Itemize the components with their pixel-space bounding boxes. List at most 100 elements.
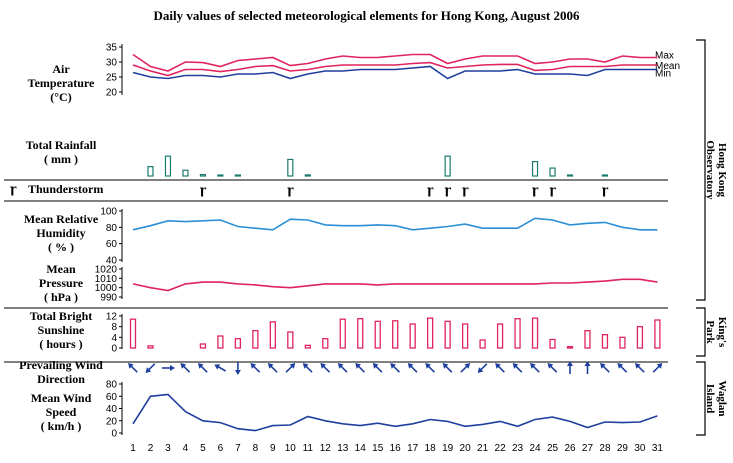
wind-direction-arrow — [250, 363, 261, 373]
rainfall-bar — [234, 174, 241, 177]
sunshine-bar — [339, 318, 346, 349]
wind-arrow-head — [372, 363, 379, 369]
wind-arrow-head — [425, 363, 431, 369]
sunshine-bar — [357, 318, 364, 349]
wind-speed-y-tick-label: 60 — [106, 392, 118, 403]
x-tick-label: 24 — [529, 443, 541, 454]
wind-direction-arrow — [634, 363, 645, 373]
sunshine-bar — [322, 338, 329, 349]
sunshine-bar — [654, 319, 661, 349]
temperature-y-tick-label: 25 — [106, 73, 118, 84]
x-tick-label: 11 — [303, 443, 314, 454]
humidity-line — [132, 217, 658, 231]
sunshine-y-tick-label: 4 — [111, 333, 117, 344]
rainfall-bar — [147, 166, 154, 177]
temperature-mean-legend: Mean — [655, 61, 680, 72]
humidity-label: ( % ) — [48, 240, 74, 254]
x-tick-label: 15 — [372, 443, 384, 454]
kings-park-label: Park — [704, 320, 716, 344]
temperature-min-legend: Min — [655, 69, 671, 80]
x-tick-label: 14 — [355, 443, 367, 454]
sunshine-bar — [619, 336, 626, 349]
sunshine-bar — [217, 335, 224, 349]
wind-direction-arrow — [355, 363, 366, 373]
rainfall-bar — [304, 174, 311, 177]
x-tick-label: 21 — [477, 443, 489, 454]
wind-arrow-head — [170, 365, 175, 371]
wind-arrow-head — [267, 363, 274, 369]
wind-speed-y-tick-label: 40 — [106, 404, 118, 415]
wind-direction-label: Prevailing Wind — [19, 358, 103, 372]
panel-separators — [4, 179, 668, 363]
x-tick-label: 17 — [407, 443, 419, 454]
wind-direction-arrow — [337, 363, 348, 373]
sunshine-bar — [479, 339, 486, 349]
axes: 2025303540608010099010001010102004812020… — [95, 43, 123, 440]
wind-arrow-head — [390, 363, 396, 369]
wind-speed-y-tick-label: 0 — [111, 429, 117, 440]
x-tick-label: 9 — [270, 443, 276, 454]
temperature-label: Temperature — [28, 76, 95, 90]
sunshine-bar — [199, 343, 207, 349]
wind-arrow-head — [302, 363, 309, 369]
pressure-y-tick-label: 1000 — [95, 283, 118, 294]
wind-arrow-head — [128, 363, 134, 369]
sunshine-bar — [549, 338, 556, 349]
pressure-y-tick-label: 1010 — [95, 274, 118, 285]
x-tick-label: 23 — [512, 443, 524, 454]
x-tick-label: 5 — [200, 443, 206, 454]
sunshine-bar — [444, 320, 451, 349]
rainfall-bar — [531, 161, 539, 177]
thunderstorm-mark: ꞅ — [549, 183, 556, 197]
temperature-y-tick-label: 20 — [106, 88, 118, 99]
wind-direction-arrow — [512, 363, 523, 373]
wind-arrow-head — [250, 363, 257, 369]
x-tick-label: 31 — [652, 443, 664, 454]
rainfall-bar — [444, 155, 451, 177]
x-tick-label: 20 — [460, 443, 472, 454]
wind-direction-arrow — [477, 363, 488, 373]
thunderstorm-mark: ꞅ — [444, 183, 451, 197]
wind-direction-arrow — [390, 363, 401, 373]
chart-title: Daily values of selected meteorological … — [153, 8, 580, 23]
wind-speed-label: Speed — [46, 405, 77, 419]
pressure-label: ( hPa ) — [44, 290, 78, 304]
x-tick-label: 26 — [564, 443, 576, 454]
waglan-island-label: Island — [704, 384, 716, 413]
wind-direction-arrow — [442, 363, 453, 373]
sunshine-y-tick-label: 8 — [111, 322, 117, 333]
x-tick-label: 18 — [425, 443, 437, 454]
humidity-y-tick-label: 60 — [106, 239, 118, 250]
wind-direction-arrow — [584, 361, 591, 374]
wind-direction-arrow — [495, 363, 505, 373]
wind-arrow-head — [464, 363, 471, 369]
wind-direction-arrow — [547, 363, 558, 373]
temperature-label: Air — [52, 62, 70, 76]
wind-direction-arrow — [180, 363, 191, 373]
wind-direction-arrow — [302, 363, 313, 373]
wind-speed-label: Mean Wind — [31, 391, 92, 405]
x-tick-label: 27 — [582, 443, 594, 454]
wind-direction-arrow — [425, 363, 436, 373]
sunshine-bar — [392, 320, 399, 349]
x-tick-label: 6 — [218, 443, 224, 454]
wind-direction-arrow — [460, 363, 471, 373]
wind-direction-arrow — [600, 363, 610, 373]
wind-arrow-head — [234, 370, 241, 375]
pressure-label: Mean — [46, 262, 76, 276]
thunderstorm-mark: ꞅ — [532, 183, 539, 197]
hong-kong-observatory-label: Hong Kong — [716, 143, 728, 198]
sunshine-bar — [287, 331, 294, 349]
temperature-label: (°C) — [50, 90, 71, 104]
sunshine-label: ( hours ) — [39, 337, 82, 351]
x-tick-label: 12 — [320, 443, 332, 454]
x-tick-label: 2 — [148, 443, 154, 454]
sunshine-bar — [252, 330, 259, 349]
wind-arrow-head — [214, 364, 221, 370]
sunshine-bar — [514, 318, 521, 349]
wind-arrow-head — [617, 363, 624, 369]
temperature-max-line — [132, 53, 658, 72]
wind-direction-arrow — [372, 363, 383, 373]
